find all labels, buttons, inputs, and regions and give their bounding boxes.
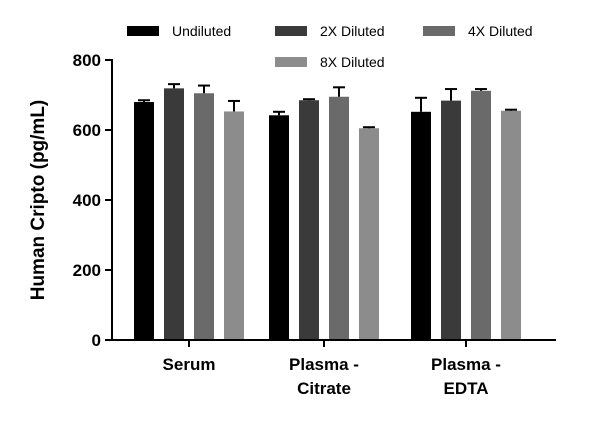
y-axis-label: Human Cripto (pg/mL)	[28, 100, 49, 301]
x-category-label: Citrate	[297, 379, 351, 398]
legend-swatch	[275, 57, 307, 67]
y-tick-label: 400	[73, 191, 101, 210]
x-category-label: EDTA	[443, 379, 488, 398]
x-category-label: Serum	[163, 355, 216, 374]
legend-swatch	[423, 26, 455, 36]
x-axis-categories: Serum Plasma - Citrate Plasma - EDTA	[163, 340, 501, 398]
legend-label: 2X Diluted	[320, 23, 385, 39]
bar-4x-diluted	[471, 90, 491, 340]
legend-label: 8X Diluted	[320, 54, 385, 70]
bar-4x-diluted	[194, 93, 214, 340]
bar-undiluted	[134, 102, 154, 340]
legend-label: Undiluted	[172, 23, 231, 39]
legend-swatch	[127, 26, 159, 36]
y-tick-label: 600	[73, 121, 101, 140]
bar-8x-diluted	[224, 111, 244, 340]
y-tick-label: 200	[73, 261, 101, 280]
bar-undiluted	[269, 115, 289, 340]
legend-swatch	[275, 26, 307, 36]
legend-label: 4X Diluted	[468, 23, 533, 39]
bar-2x-diluted	[164, 88, 184, 340]
x-category-label: Plasma -	[431, 355, 501, 374]
bar-8x-diluted	[359, 128, 379, 340]
y-axis-ticks: 0 200 400 600 800	[73, 51, 112, 350]
y-tick-label: 0	[92, 331, 101, 350]
bar-undiluted	[411, 111, 431, 340]
bars	[134, 83, 521, 340]
bar-2x-diluted	[299, 100, 319, 340]
legend: Undiluted 2X Diluted 4X Diluted 8X Diluted	[127, 23, 533, 70]
bar-2x-diluted	[441, 100, 461, 340]
bar-4x-diluted	[329, 96, 349, 340]
x-category-label: Plasma -	[289, 355, 359, 374]
bar-8x-diluted	[501, 110, 521, 340]
y-tick-label: 800	[73, 51, 101, 70]
